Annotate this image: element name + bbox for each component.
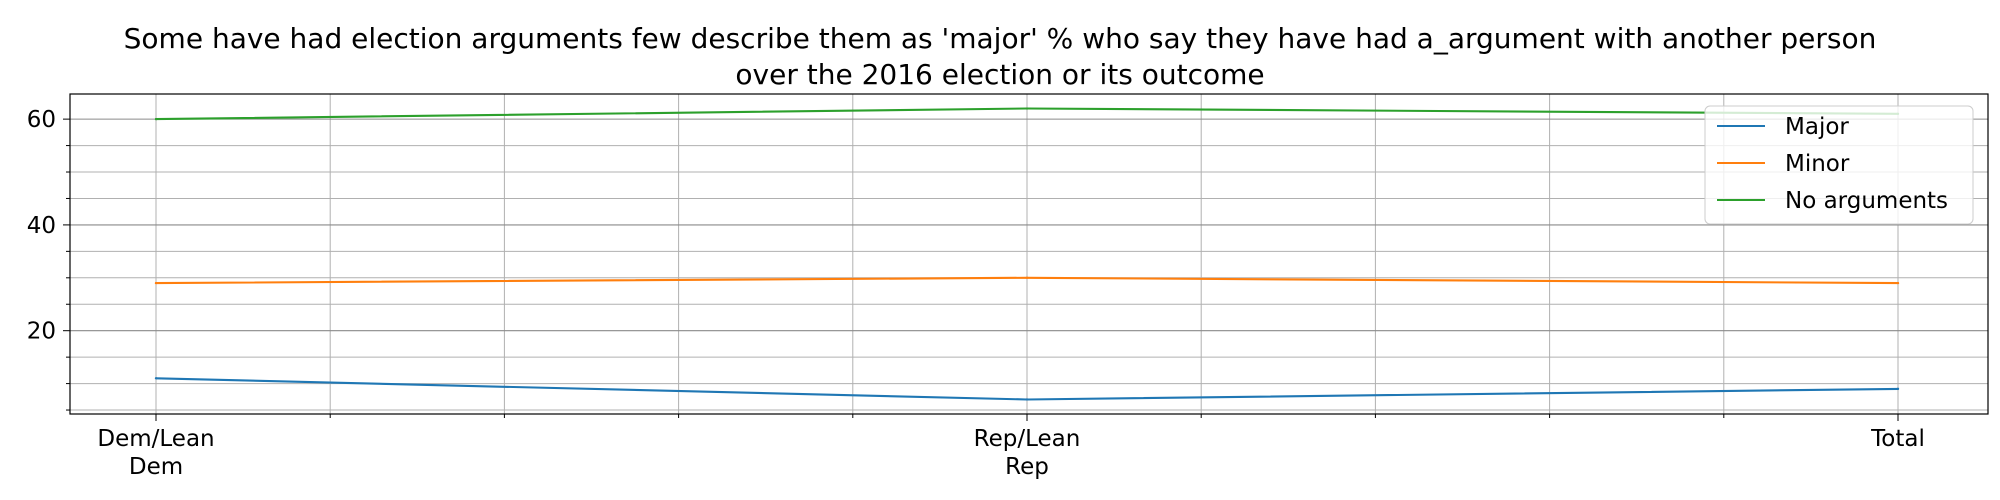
axis-ticks: 20 40 60 Dem/Lean Dem Rep/Lean Rep Total: [27, 107, 1925, 480]
legend: Major Minor No arguments: [1705, 106, 1973, 224]
data-point: [1026, 277, 1028, 279]
chart-title-line-2: over the 2016 election or its outcome: [735, 58, 1264, 91]
legend-label: Major: [1785, 114, 1849, 140]
data-point: [1897, 388, 1899, 390]
x-tick-label: Rep/Lean Rep: [974, 426, 1081, 480]
x-tick-label: Total: [1870, 426, 1925, 452]
data-point: [155, 118, 157, 120]
chart-title-line-1: Some have had election arguments few des…: [124, 22, 1877, 55]
x-tick-label-line: Total: [1870, 426, 1925, 452]
data-point: [155, 377, 157, 379]
y-tick-label: 20: [27, 319, 56, 345]
chart-title: Some have had election arguments few des…: [124, 22, 1877, 91]
data-point: [1026, 398, 1028, 400]
data-point: [1026, 107, 1028, 109]
x-tick-label-line: Rep/Lean: [974, 426, 1081, 452]
plot-area-frame: [70, 94, 1988, 414]
x-tick-label-line: Dem/Lean: [97, 426, 214, 452]
y-tick-label: 60: [27, 107, 56, 133]
legend-label: No arguments: [1785, 188, 1948, 214]
x-tick-label-line: Dem: [129, 454, 183, 480]
data-point: [155, 282, 157, 284]
y-tick-label: 40: [27, 213, 56, 239]
grid-lines: [70, 94, 1988, 414]
data-point: [1897, 282, 1899, 284]
x-tick-label-line: Rep: [1005, 454, 1049, 480]
x-tick-label: Dem/Lean Dem: [97, 426, 214, 480]
legend-label: Minor: [1785, 151, 1850, 177]
